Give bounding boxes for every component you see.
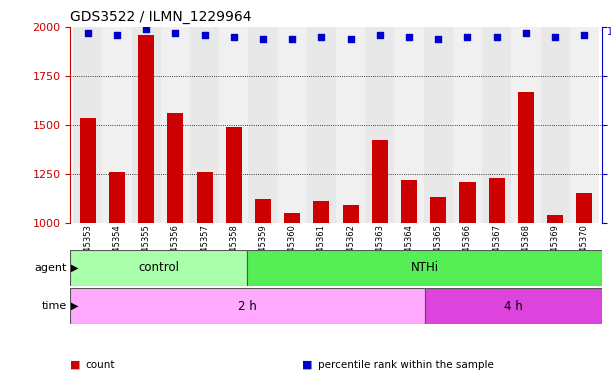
Bar [313, 201, 329, 223]
Point [170, 30, 180, 36]
Bar [576, 194, 592, 223]
Point [463, 34, 472, 40]
Bar [482, 27, 511, 223]
Text: 4 h: 4 h [504, 300, 522, 313]
Point [492, 34, 502, 40]
Text: agent: agent [35, 263, 67, 273]
Text: control: control [138, 262, 180, 274]
Bar [518, 91, 534, 223]
Point [551, 34, 560, 40]
Point [375, 31, 385, 38]
Bar [247, 250, 602, 286]
Point [316, 34, 326, 40]
Bar [489, 178, 505, 223]
Bar [161, 27, 190, 223]
Bar [511, 27, 541, 223]
Bar [343, 205, 359, 223]
Bar [73, 27, 103, 223]
Bar [70, 250, 247, 286]
Bar [401, 180, 417, 223]
Text: 2 h: 2 h [238, 300, 257, 313]
Point [433, 36, 443, 42]
Point [404, 34, 414, 40]
Point [287, 36, 297, 42]
Bar [453, 27, 482, 223]
Point [346, 36, 356, 42]
Bar [190, 27, 219, 223]
Bar [425, 288, 602, 324]
Bar [167, 113, 183, 223]
Bar [284, 213, 300, 223]
Bar [372, 141, 388, 223]
Bar [277, 27, 307, 223]
Text: ▶: ▶ [71, 263, 78, 273]
Point [83, 30, 93, 36]
Bar [80, 118, 96, 223]
Bar [336, 27, 365, 223]
Bar [547, 215, 563, 223]
Bar [541, 27, 569, 223]
Bar [459, 182, 475, 223]
Bar [109, 172, 125, 223]
Bar [395, 27, 423, 223]
Text: time: time [42, 301, 67, 311]
Text: GDS3522 / ILMN_1229964: GDS3522 / ILMN_1229964 [70, 10, 252, 25]
Point [112, 31, 122, 38]
Bar [70, 288, 425, 324]
Bar [307, 27, 336, 223]
Text: count: count [86, 360, 115, 370]
Point [579, 31, 589, 38]
Point [258, 36, 268, 42]
Bar [430, 197, 446, 223]
Bar [569, 27, 599, 223]
Text: ■: ■ [70, 360, 81, 370]
Text: 100%: 100% [607, 27, 611, 37]
Bar [131, 27, 161, 223]
Point [521, 30, 531, 36]
Bar [219, 27, 249, 223]
Text: NTHi: NTHi [411, 262, 439, 274]
Bar [255, 199, 271, 223]
Point [141, 26, 151, 32]
Text: percentile rank within the sample: percentile rank within the sample [318, 360, 494, 370]
Point [229, 34, 239, 40]
Bar [103, 27, 131, 223]
Bar [138, 35, 154, 223]
Bar [365, 27, 395, 223]
Bar [423, 27, 453, 223]
Bar [226, 127, 242, 223]
Point [200, 31, 210, 38]
Text: ■: ■ [302, 360, 313, 370]
Bar [249, 27, 277, 223]
Text: ▶: ▶ [71, 301, 78, 311]
Bar [197, 172, 213, 223]
